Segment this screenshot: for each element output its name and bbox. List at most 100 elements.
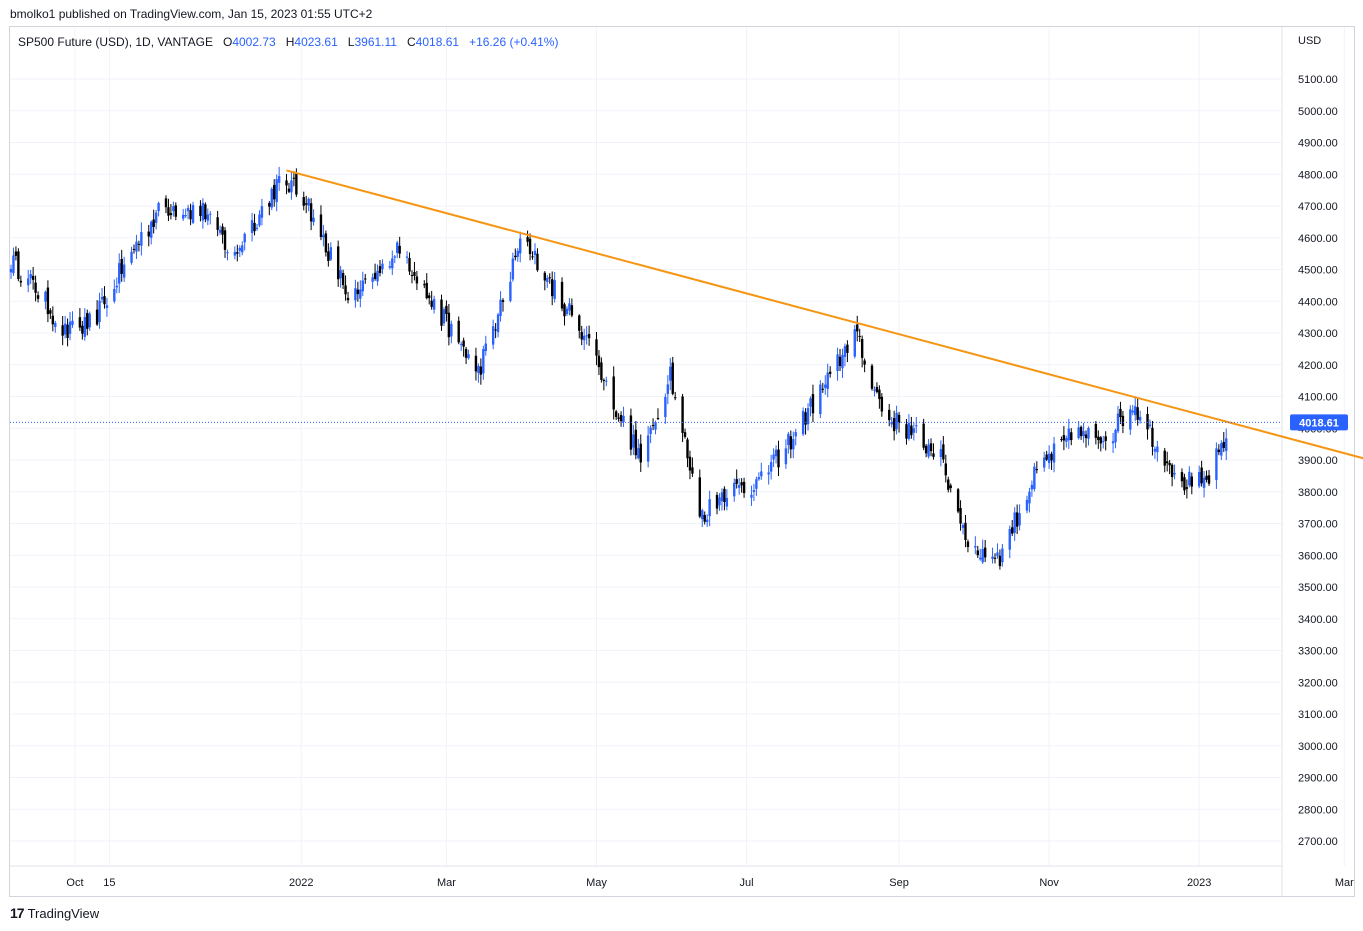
candle-body: [450, 323, 453, 337]
candle-body: [270, 188, 273, 208]
candle-body: [1205, 475, 1208, 480]
candle-body: [801, 410, 805, 435]
candle-body: [361, 280, 364, 292]
candle-body: [533, 250, 537, 256]
candle-body: [428, 295, 431, 299]
candle-body: [1062, 435, 1066, 441]
candle-body: [83, 316, 86, 337]
candle-body: [1001, 548, 1004, 563]
candle-body: [1153, 448, 1157, 452]
candle-body: [1087, 427, 1090, 439]
candle-body: [580, 331, 583, 340]
candle-body: [258, 214, 261, 226]
candle-body: [135, 241, 138, 252]
candle-body: [31, 275, 35, 280]
candle-body: [1207, 475, 1211, 484]
x-tick-label: 15: [103, 877, 115, 889]
candle-body: [656, 417, 660, 419]
candle-body: [302, 197, 305, 206]
candle-body: [870, 365, 874, 389]
candle-body: [236, 252, 239, 254]
candle-body: [14, 251, 18, 256]
candle-body: [66, 324, 69, 338]
candle-body: [511, 258, 515, 280]
chart-panel[interactable]: [9, 26, 1355, 897]
tradingview-logo-icon: 17: [10, 905, 25, 921]
open-label: O: [222, 35, 233, 49]
candle-body: [305, 203, 308, 205]
candle-body: [204, 204, 207, 220]
currency-label: USD: [1298, 35, 1322, 47]
y-tick-label: 5100.00: [1298, 74, 1338, 86]
candle-body: [649, 427, 652, 435]
candle-body: [423, 284, 426, 286]
candle-body: [892, 418, 896, 432]
candle-body: [1217, 449, 1221, 453]
candle-body: [459, 343, 463, 345]
y-tick-label: 3300.00: [1298, 646, 1338, 658]
candle-body: [182, 214, 185, 219]
candle-body: [396, 242, 399, 253]
candle-body: [346, 297, 350, 301]
candle-body: [718, 497, 721, 506]
candle-body: [1166, 461, 1169, 464]
candle-body: [760, 471, 763, 477]
candle-body: [1185, 487, 1189, 489]
candle-body: [1138, 416, 1142, 421]
symbol-title[interactable]: SP500 Future (USD), 1D, VANTAGE: [18, 35, 213, 49]
candle-body: [1129, 409, 1132, 430]
candle-body: [582, 335, 586, 341]
candle-body: [553, 280, 556, 299]
candle-body: [769, 462, 773, 472]
y-tick-label: 3200.00: [1298, 677, 1338, 689]
trendline: [286, 169, 1363, 460]
candle-body: [1116, 413, 1120, 432]
candle-body: [86, 312, 89, 329]
candle-body: [482, 349, 485, 374]
candle-body: [1015, 512, 1019, 527]
candle-body: [484, 343, 487, 351]
candle-body: [767, 472, 770, 475]
candle-body: [619, 414, 623, 422]
candle-body: [826, 372, 829, 389]
candle-body: [838, 356, 842, 366]
y-tick-label: 4100.00: [1298, 392, 1338, 404]
candle-body: [260, 206, 264, 218]
candle-body: [1197, 472, 1201, 487]
footer-branding[interactable]: 17 TradingView: [10, 905, 99, 921]
candle-body: [154, 212, 158, 223]
candle-body: [1033, 466, 1036, 489]
y-tick-label: 3800.00: [1298, 487, 1338, 499]
candle-body: [494, 329, 497, 331]
candle-body: [723, 488, 726, 502]
candle-body: [858, 335, 861, 337]
candle-body: [275, 179, 278, 203]
candle-body: [122, 264, 126, 278]
candle-body: [708, 499, 711, 517]
candle-body: [1151, 427, 1154, 447]
candle-body: [715, 494, 719, 509]
x-tick-label: Nov: [1039, 877, 1059, 889]
candle-body: [324, 233, 328, 253]
candle-body: [356, 289, 360, 295]
candle-body: [199, 205, 202, 217]
candle-body: [720, 492, 724, 502]
candle-body: [1121, 415, 1125, 427]
candle-body: [226, 252, 229, 254]
candle-body: [191, 205, 195, 223]
candle-body: [929, 443, 933, 452]
candle-body: [622, 415, 625, 422]
candle-body: [250, 220, 254, 234]
candle-body: [686, 439, 689, 459]
candle-body: [445, 305, 448, 315]
candle-body: [752, 490, 756, 492]
candle-body: [410, 275, 414, 277]
candle-body: [95, 309, 99, 325]
candle-body: [804, 412, 807, 425]
candle-body: [888, 409, 891, 421]
candle-body: [68, 321, 72, 334]
publisher-caption: bmolko1 published on TradingView.com, Ja…: [10, 7, 372, 21]
low-label: L: [347, 35, 355, 49]
candle-body: [536, 253, 539, 271]
